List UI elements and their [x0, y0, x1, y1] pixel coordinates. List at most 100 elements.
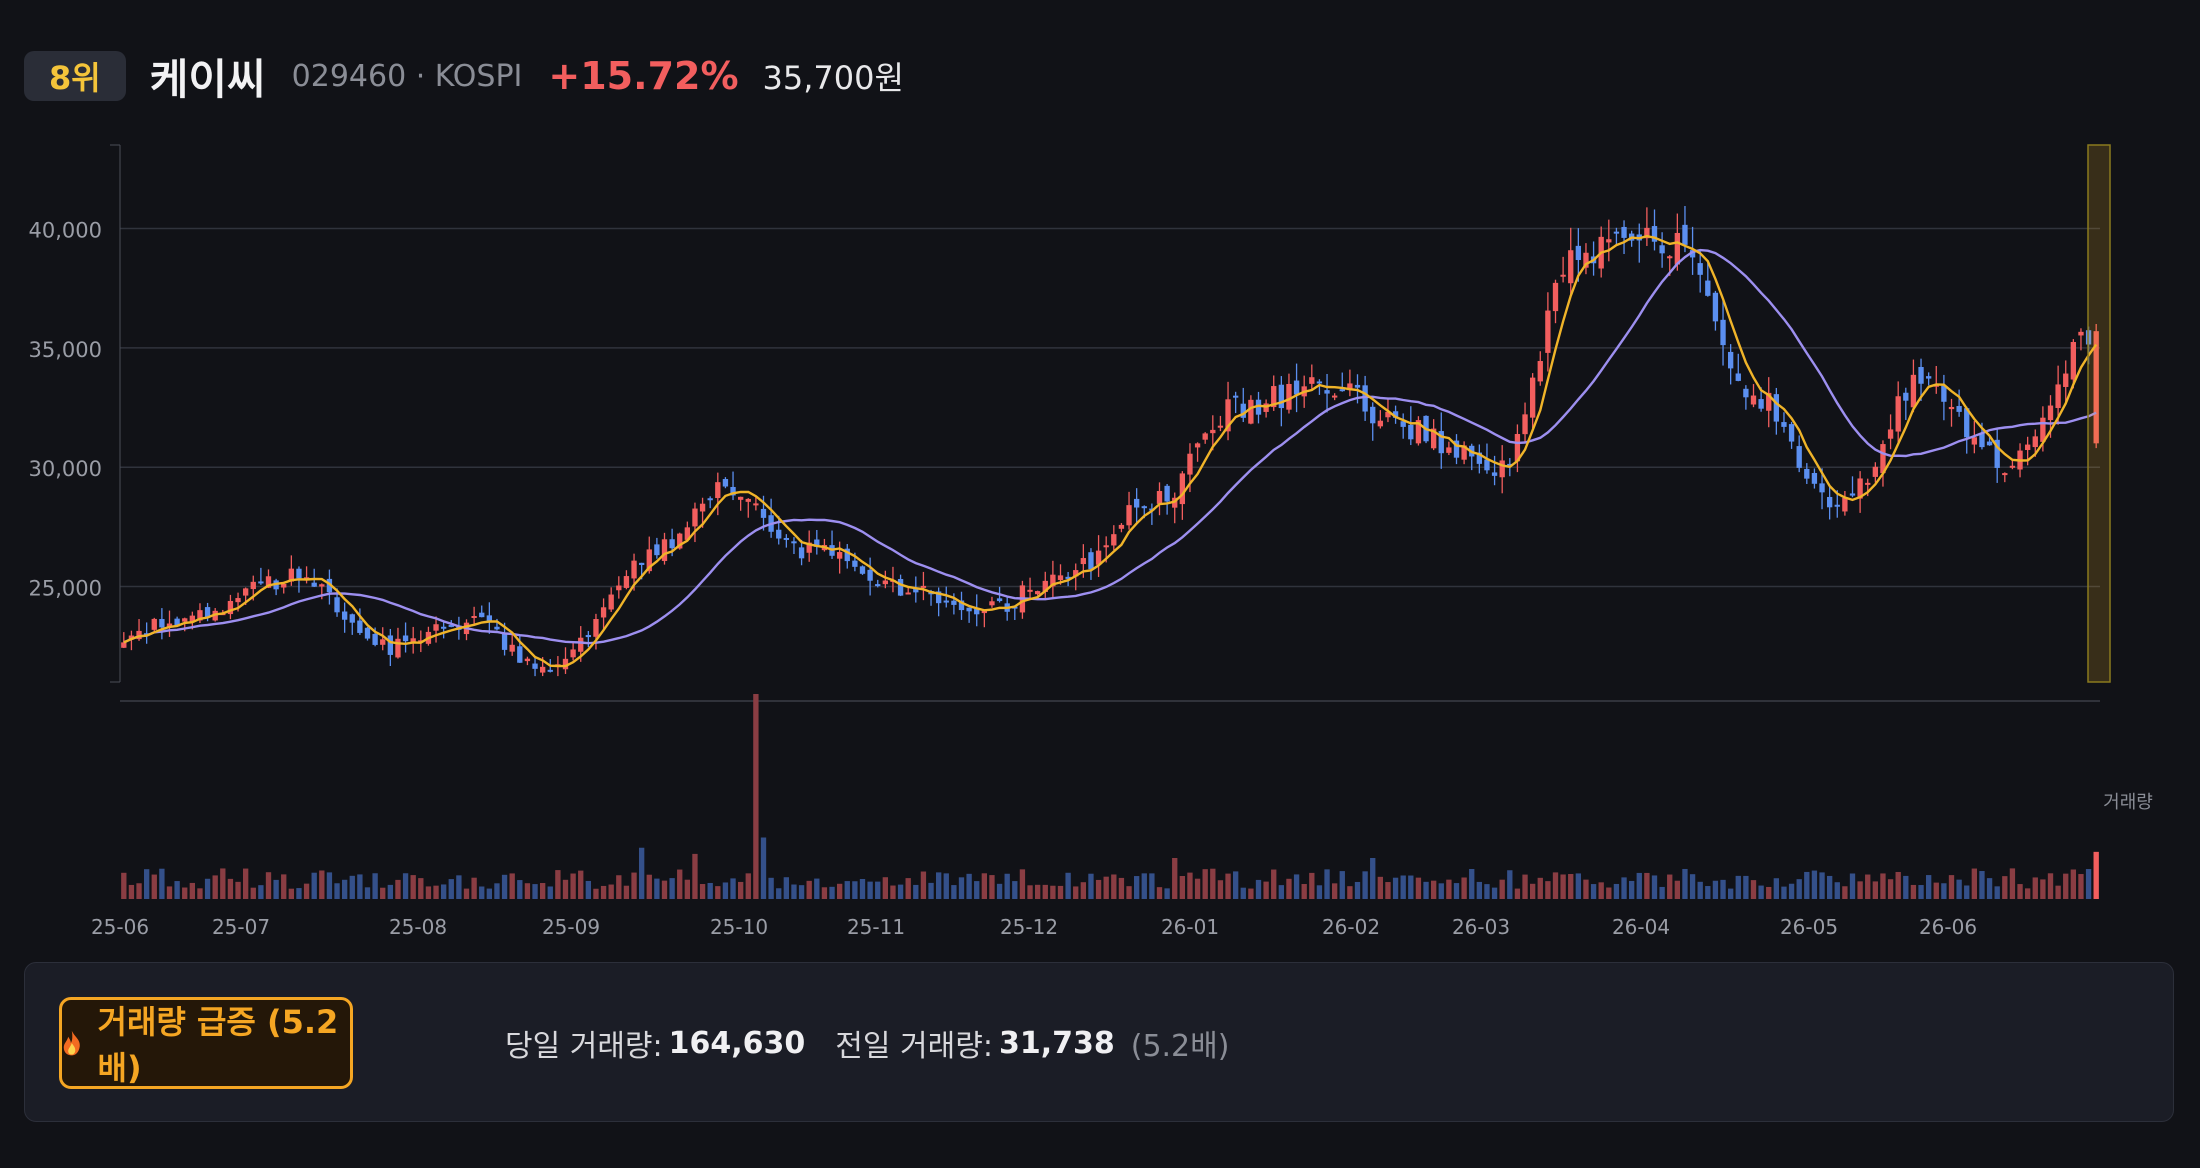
volume-bar — [1179, 875, 1186, 899]
candle-body — [1484, 459, 1490, 471]
x-tick-label: 26-01 — [1161, 915, 1219, 939]
volume-bar — [1248, 888, 1254, 899]
volume-bar — [1278, 885, 1285, 899]
volume-bar — [471, 877, 477, 899]
y-tick-label: 35,000 — [29, 338, 102, 362]
volume-bar — [1910, 884, 1917, 899]
candle-body — [1263, 403, 1269, 412]
volume-bar — [730, 878, 736, 899]
candle-body — [1537, 361, 1543, 382]
volume-bar — [1385, 882, 1391, 899]
volume-bar — [2009, 868, 2016, 899]
candle-body — [1819, 483, 1825, 493]
candle-body — [1438, 431, 1444, 454]
volume-bar — [357, 874, 363, 899]
volume-bar — [1156, 887, 1163, 899]
candle-body — [958, 600, 965, 611]
x-tick-label: 26-02 — [1322, 915, 1380, 939]
volume-bar — [661, 880, 668, 899]
candle-body — [440, 626, 447, 629]
volume-bar — [182, 887, 188, 899]
volume-bar — [707, 882, 713, 899]
volume-bar — [875, 881, 881, 899]
volume-bar — [1415, 877, 1422, 899]
volume-bar — [1331, 883, 1338, 899]
stock-name: 케이씨 — [149, 54, 266, 104]
volume-bar — [1286, 878, 1292, 899]
candle-body — [1865, 482, 1871, 485]
candle-body — [1903, 392, 1909, 401]
candle-body — [1994, 439, 2000, 468]
volume-bar — [174, 881, 180, 899]
candle-body — [265, 576, 272, 588]
candle-body — [1476, 452, 1483, 464]
volume-bar — [235, 881, 241, 899]
volume-bar — [562, 879, 569, 899]
volume-stats: 당일 거래량: 164,630 전일 거래량: 31,738 (5.2배) — [505, 963, 1229, 1123]
volume-bar — [745, 873, 751, 899]
volume-bar — [600, 885, 607, 899]
volume-bar — [1141, 873, 1147, 899]
volume-bar — [288, 888, 295, 899]
volume-bar — [479, 886, 485, 899]
candle-body — [159, 619, 165, 628]
volume-bar — [2093, 851, 2099, 899]
candle-body — [905, 592, 911, 595]
candle-body — [1697, 263, 1703, 275]
volume-surge-button[interactable]: 거래량 급증 (5.2배) — [59, 997, 353, 1089]
volume-bar — [836, 883, 843, 899]
candle-body — [814, 539, 820, 547]
x-tick-label: 25-06 — [91, 915, 149, 939]
volume-bar — [1271, 869, 1277, 899]
candle-body — [166, 623, 173, 628]
candle-body — [2009, 465, 2016, 468]
volume-bar — [791, 884, 797, 899]
candle-body — [1415, 420, 1422, 444]
volume-bar — [1004, 873, 1010, 899]
volume-bar — [1887, 879, 1894, 899]
candle-body — [623, 576, 630, 588]
volume-bar — [974, 881, 980, 899]
volume-bar — [1575, 873, 1582, 899]
volume-bar — [1057, 885, 1064, 899]
candle-body — [1362, 385, 1368, 412]
candle-body — [867, 569, 873, 581]
volume-bar — [1826, 875, 1833, 899]
volume-bar — [334, 883, 340, 899]
candle-body — [235, 598, 241, 603]
candle-body — [981, 610, 988, 614]
candle-body — [2040, 417, 2046, 442]
volume-bar — [303, 883, 310, 899]
candle-body — [1552, 282, 1559, 312]
volume-bar — [1529, 883, 1536, 899]
x-tick-label: 26-04 — [1612, 915, 1670, 939]
volume-bar — [1111, 874, 1117, 899]
candle-body — [2024, 444, 2031, 451]
y-tick-label: 30,000 — [29, 457, 102, 481]
volume-bar — [1621, 877, 1627, 899]
volume-bar — [1095, 879, 1102, 899]
x-tick-label: 25-08 — [389, 915, 447, 939]
candle-body — [547, 669, 553, 672]
volume-bar — [1628, 880, 1635, 899]
volume-bar — [1560, 874, 1566, 899]
candle-body — [288, 568, 295, 582]
volume-bar — [1339, 871, 1345, 899]
candle-body — [1331, 395, 1338, 398]
volume-bar — [1727, 888, 1734, 899]
volume-bar — [212, 875, 218, 899]
volume-bar — [1103, 876, 1109, 899]
candle-body — [311, 582, 317, 587]
candle-body — [638, 562, 645, 565]
candle-body — [1842, 497, 1848, 512]
volume-bar — [943, 873, 949, 899]
volume-bar — [1865, 874, 1871, 899]
x-tick-label: 25-10 — [710, 915, 768, 939]
candle-body — [2070, 341, 2077, 380]
candle-body — [1689, 250, 1696, 258]
candle-body — [319, 584, 325, 587]
candle-body — [2063, 373, 2069, 387]
rank-badge: 8위 — [24, 51, 126, 101]
volume-bar — [1217, 880, 1224, 899]
candle-body — [539, 666, 546, 673]
